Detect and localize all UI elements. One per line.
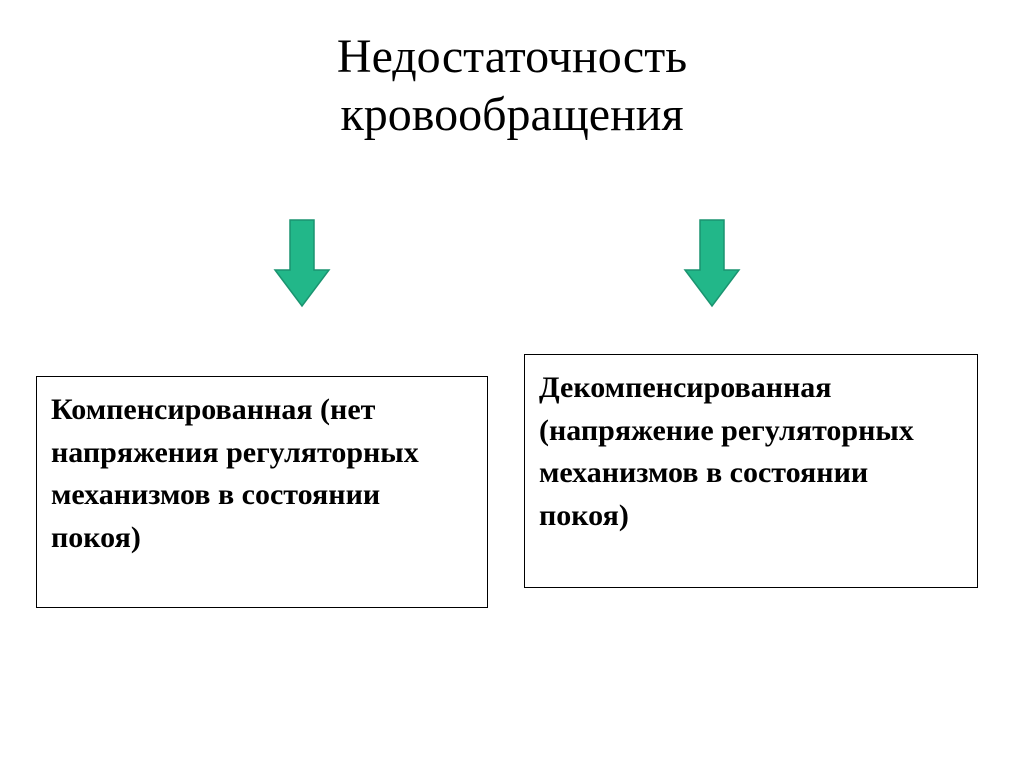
box-right-text: Декомпенсированная (напряжение регулятор… [539,371,914,532]
arrow-down-icon [685,220,739,306]
diagram-title: Недостаточность кровообращения [0,28,1024,143]
box-left-text: Компенсированная (нет напряжения регулят… [51,393,419,554]
arrow-right [683,218,741,313]
box-decompensated: Декомпенсированная (напряжение регулятор… [524,354,978,588]
arrow-left [273,218,331,313]
title-line2: кровообращения [340,88,683,141]
title-line1: Недостаточность [337,30,687,83]
box-compensated: Компенсированная (нет напряжения регулят… [36,376,488,608]
arrow-down-icon [275,220,329,306]
